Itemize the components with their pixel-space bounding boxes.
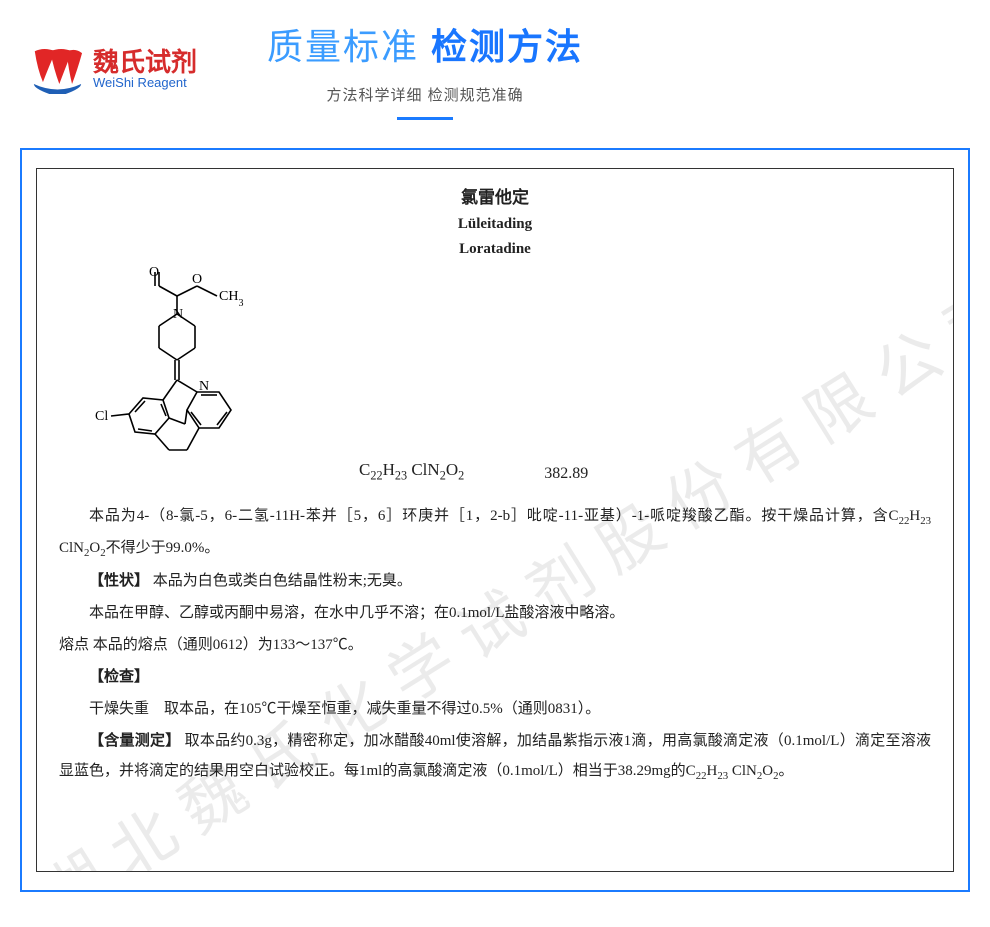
svg-text:O: O	[149, 265, 159, 280]
doc-title-en: Loratadine	[59, 241, 931, 258]
doc-title-cn: 氯雷他定	[59, 183, 931, 208]
character-text-1: 本品为白色或类白色结晶性粉末;无臭。	[153, 573, 412, 589]
logo-en: WeiShi Reagent	[93, 76, 197, 90]
character-text-3: 熔点 本品的熔点（通则0612）为133～137℃。	[59, 630, 931, 660]
section-check: 【检查】	[59, 662, 931, 692]
molecular-weight: 382.89	[544, 465, 588, 489]
molecular-formula: C22H23 ClN2O2	[359, 460, 464, 489]
chemical-structure-diagram: O O CH3 N N Cl	[89, 264, 319, 489]
svg-text:Cl: Cl	[95, 409, 108, 424]
title-part-2: 检测方法	[431, 26, 583, 67]
subtitle: 方法科学详细 检测规范准确	[267, 84, 583, 105]
document-frame: 湖北魏氏化学试剂股份有限公司 氯雷他定 Lüleitading Loratadi…	[20, 148, 970, 892]
logo-cn: 魏氏试剂	[93, 48, 197, 77]
character-text-2: 本品在甲醇、乙醇或丙酮中易溶，在水中几乎不溶；在0.1mol/L盐酸溶液中略溶。	[59, 598, 931, 628]
character-label: 【性状】	[89, 573, 149, 589]
brand-logo: 魏氏试剂 WeiShi Reagent	[30, 44, 197, 94]
intro-paragraph: 本品为4-（8-氯-5，6-二氢-11H-苯并［5，6］环庚并［1，2-b］吡啶…	[59, 501, 931, 564]
logo-w-icon	[30, 44, 85, 94]
check-label: 【检查】	[89, 669, 149, 685]
chemistry-row: O O CH3 N N Cl C22H23 ClN2O2 382.89	[59, 264, 931, 489]
assay-text: 取本品约0.3g，精密称定，加冰醋酸40ml使溶解，加结晶紫指示液1滴，用高氯酸…	[59, 733, 931, 779]
check-text-1: 干燥失重 取本品，在105℃干燥至恒重，减失重量不得过0.5%（通则0831）。	[59, 694, 931, 724]
svg-text:N: N	[199, 379, 209, 394]
section-character: 【性状】 本品为白色或类白色结晶性粉末;无臭。	[59, 566, 931, 596]
header-title-block: 质量标准 检测方法 方法科学详细 检测规范准确	[267, 18, 583, 120]
doc-title-pinyin: Lüleitading	[59, 216, 931, 233]
logo-text: 魏氏试剂 WeiShi Reagent	[93, 48, 197, 91]
title-underline	[397, 117, 453, 120]
svg-text:N: N	[173, 307, 183, 322]
title-part-1: 质量标准	[267, 26, 419, 67]
svg-text:CH3: CH3	[219, 289, 243, 309]
assay-label: 【含量测定】	[89, 733, 181, 749]
page-header: 魏氏试剂 WeiShi Reagent 质量标准 检测方法 方法科学详细 检测规…	[0, 0, 990, 130]
main-title: 质量标准 检测方法	[267, 18, 583, 70]
svg-text:O: O	[192, 272, 202, 287]
section-assay: 【含量测定】 取本品约0.3g，精密称定，加冰醋酸40ml使溶解，加结晶紫指示液…	[59, 726, 931, 788]
document-body: 本品为4-（8-氯-5，6-二氢-11H-苯并［5，6］环庚并［1，2-b］吡啶…	[59, 501, 931, 788]
document-page: 湖北魏氏化学试剂股份有限公司 氯雷他定 Lüleitading Loratadi…	[36, 168, 954, 872]
